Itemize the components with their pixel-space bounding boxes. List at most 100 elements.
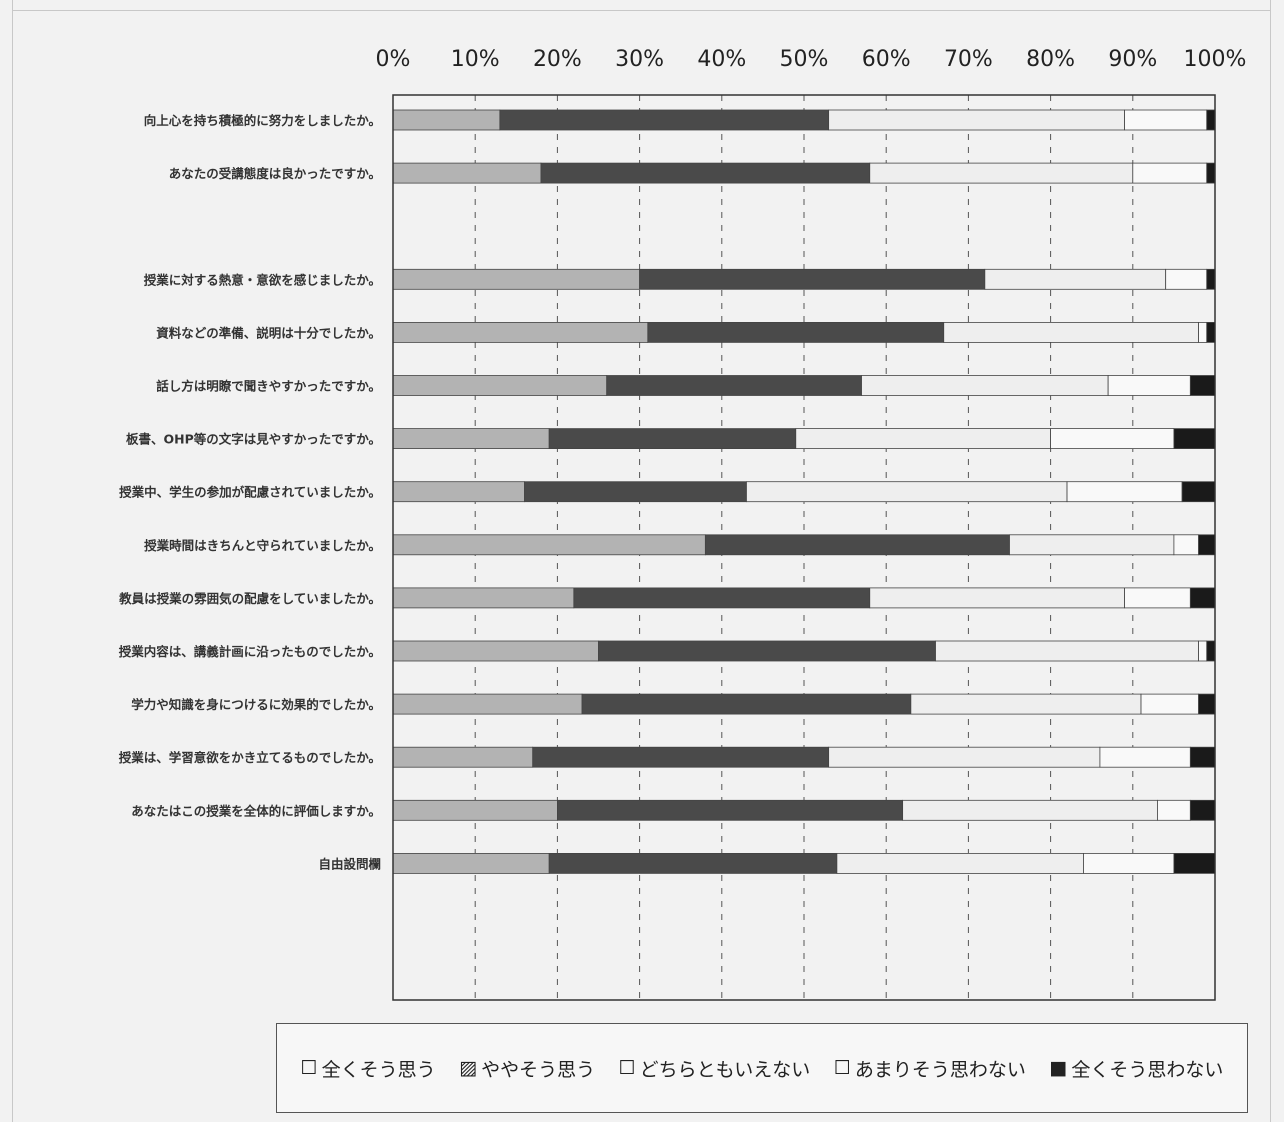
bar-segment xyxy=(902,799,1158,821)
bar-segment xyxy=(1173,853,1216,874)
bar-segment xyxy=(861,375,1109,396)
page-border-top xyxy=(12,10,1271,11)
legend-item-strongly-agree: ☐ 全くそう思う xyxy=(301,1055,436,1082)
bar-segment xyxy=(1173,428,1216,450)
row-label: 授業内容は、講義計画に沿ったものでしたか。 xyxy=(119,644,381,659)
bar-segment xyxy=(540,162,871,184)
legend-swatch-neutral: ☐ xyxy=(618,1057,636,1079)
bar-segment xyxy=(1009,534,1175,556)
row-label: あなたはこの授業を全体的に評価しますか。 xyxy=(131,803,381,818)
legend-label-somewhat-disagree: あまりそう思わない xyxy=(854,1058,1026,1081)
bar-segment xyxy=(647,321,945,343)
bar-segment xyxy=(392,853,550,874)
bar-segment xyxy=(548,853,838,874)
bar-segment xyxy=(935,640,1199,662)
bar-segment xyxy=(392,109,501,131)
bar-segment xyxy=(598,640,936,662)
bar-segment xyxy=(548,428,797,450)
bar-segment xyxy=(606,375,862,396)
bar-segment xyxy=(1066,481,1183,503)
bar-segment xyxy=(1107,375,1191,396)
x-axis-ticks: 0% 10% 20% 30% 40% 50% 60% 70% 80% 90% 100% xyxy=(376,47,1247,72)
bar-segment xyxy=(869,587,1125,609)
bar-segment xyxy=(1206,268,1216,290)
chart-bars xyxy=(392,109,1216,874)
bar-segment xyxy=(1189,375,1216,396)
row-label: 授業中、学生の参加が配慮されていましたか。 xyxy=(119,485,381,500)
bar-segment xyxy=(1189,587,1216,609)
bar-segment xyxy=(1206,162,1216,184)
x-tick-label: 40% xyxy=(697,47,746,72)
y-axis-labels: 向上心を持ち積極的に努力をしましたか。あなたの受講態度は良かったですか。授業に対… xyxy=(118,113,381,871)
bar-segment xyxy=(557,799,904,821)
row-label: 自由設問欄 xyxy=(318,856,381,871)
x-tick-label: 60% xyxy=(862,47,911,72)
x-tick-label: 50% xyxy=(780,47,829,72)
legend-item-strongly-disagree: ■ 全くそう思わない xyxy=(1049,1055,1223,1082)
bar-segment xyxy=(1198,321,1208,343)
bar-segment xyxy=(836,853,1084,874)
row-label: 学力や知識を身につけるに効果的でしたか。 xyxy=(131,697,381,712)
row-label: 教員は授業の雰囲気の配慮をしていましたか。 xyxy=(118,591,381,606)
bar-segment xyxy=(1165,268,1208,290)
row-label: 話し方は明瞭で聞きやすかったですか。 xyxy=(156,379,381,394)
bar-segment xyxy=(639,268,986,290)
row-label: 資料などの準備、説明は十分でしたか。 xyxy=(156,325,381,340)
bar-segment xyxy=(392,375,608,396)
bar-segment xyxy=(392,693,583,715)
row-label: 向上心を持ち積極的に努力をしましたか。 xyxy=(144,113,381,128)
bar-segment xyxy=(704,534,1010,556)
bar-segment xyxy=(1198,693,1216,715)
legend-item-neutral: ☐ どちらともいえない xyxy=(619,1055,811,1082)
bar-segment xyxy=(869,162,1134,184)
legend-item-somewhat-agree: ▨ ややそう思う xyxy=(459,1055,595,1082)
x-tick-label: 90% xyxy=(1108,47,1157,72)
bar-segment xyxy=(1206,640,1216,662)
bar-segment xyxy=(532,746,830,768)
row-label: 授業は、学習意欲をかき立てるものでしたか。 xyxy=(119,750,381,765)
stacked-bar-chart: 0% 10% 20% 30% 40% 50% 60% 70% 80% 90% 100% 向上心を持ち… xyxy=(118,47,1247,1001)
bar-segment xyxy=(392,534,706,556)
bar-segment xyxy=(1132,162,1208,184)
x-tick-label: 30% xyxy=(615,47,664,72)
legend-swatch-somewhat-disagree: ☐ xyxy=(833,1057,851,1079)
bar-segment xyxy=(392,428,550,450)
legend-label-somewhat-agree: ややそう思う xyxy=(481,1058,596,1081)
bar-segment xyxy=(746,481,1068,503)
bar-segment xyxy=(1157,799,1191,821)
row-label: 板書、OHP等の文字は見やすかったですか。 xyxy=(126,432,381,447)
bar-segment xyxy=(943,321,1199,343)
x-tick-label: 80% xyxy=(1026,47,1075,72)
bar-segment xyxy=(1206,321,1216,343)
bar-segment xyxy=(392,640,599,662)
row-label: 授業時間はきちんと守られていましたか。 xyxy=(144,538,381,553)
chart-grid xyxy=(474,95,1134,1000)
bar-segment xyxy=(573,587,871,609)
bar-segment xyxy=(828,746,1101,768)
plot-area-frame xyxy=(392,94,1216,1001)
legend-swatch-strongly-agree: ☐ xyxy=(300,1057,318,1079)
bar-segment xyxy=(1173,534,1199,556)
page-border-right xyxy=(1270,0,1271,1122)
legend-item-somewhat-disagree: ☐ あまりそう思わない xyxy=(834,1055,1026,1082)
x-tick-label: 0% xyxy=(376,47,411,72)
bar-segment xyxy=(984,268,1167,290)
bar-segment xyxy=(1189,799,1216,821)
bar-segment xyxy=(828,109,1125,131)
bar-segment xyxy=(1083,853,1175,874)
bar-segment xyxy=(1124,109,1208,131)
legend-label-strongly-disagree: 全くそう思わない xyxy=(1071,1058,1224,1081)
bar-segment xyxy=(795,428,1052,450)
bar-segment xyxy=(499,109,830,131)
bar-segment xyxy=(581,693,912,715)
bar-segment xyxy=(1206,109,1216,131)
legend-label-strongly-agree: 全くそう思う xyxy=(321,1058,436,1081)
bar-segment xyxy=(1140,693,1199,715)
x-tick-label: 100% xyxy=(1184,47,1247,72)
bar-segment xyxy=(1198,640,1208,662)
legend-label-neutral: どちらともいえない xyxy=(639,1058,811,1081)
bar-segment xyxy=(1198,534,1216,556)
bar-segment xyxy=(392,799,558,821)
bar-segment xyxy=(392,746,534,768)
